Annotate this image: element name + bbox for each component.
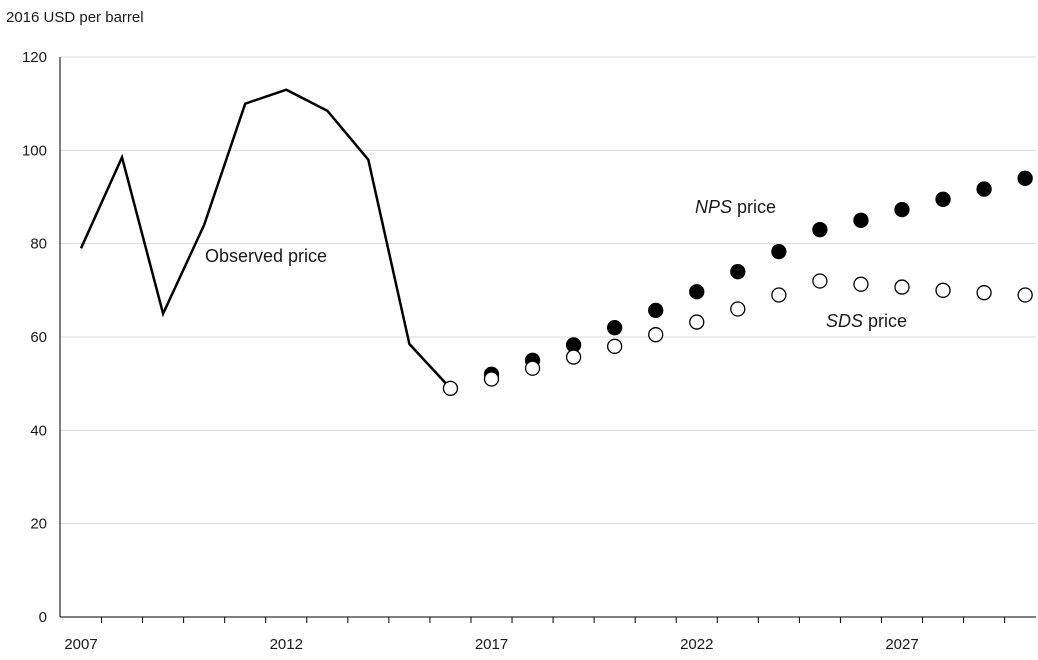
label-layer: Observed price NPS price SDS price bbox=[205, 197, 907, 331]
sds-price-point bbox=[894, 279, 910, 295]
sds-price-point bbox=[524, 360, 541, 376]
sds-price-point bbox=[976, 285, 992, 301]
nps-price-point bbox=[1017, 170, 1033, 186]
sds-price-label: SDS price bbox=[826, 311, 907, 331]
sds-price-point bbox=[565, 349, 582, 365]
observed-price-label: Observed price bbox=[205, 246, 327, 266]
sds-price-point bbox=[812, 273, 828, 289]
y-tick-label: 120 bbox=[22, 49, 47, 66]
y-tick-label: 20 bbox=[30, 516, 47, 533]
nps-price-point bbox=[648, 302, 664, 319]
nps-price-point bbox=[976, 181, 992, 197]
y-unit-label: 2016 USD per barrel bbox=[6, 9, 144, 26]
sds-price-point bbox=[730, 301, 746, 317]
axis-layer: 0 20 40 60 80 100 120 2007 2012 2017 2022 2027 bbox=[22, 49, 1036, 653]
nps-price-point bbox=[894, 201, 910, 218]
nps-price-point bbox=[771, 243, 787, 260]
x-tick-label: 2027 bbox=[885, 636, 918, 653]
nps-price-label: NPS price bbox=[695, 197, 776, 217]
sds-price-point bbox=[442, 380, 459, 396]
nps-price-point bbox=[853, 212, 869, 228]
nps-price-point bbox=[812, 222, 828, 238]
sds-price-point bbox=[648, 327, 664, 343]
sds-price-point bbox=[483, 371, 500, 387]
nps-price-point bbox=[730, 264, 746, 280]
series-layer bbox=[79, 88, 1033, 396]
y-tick-label: 60 bbox=[30, 329, 47, 346]
y-tick-label: 0 bbox=[39, 609, 47, 626]
sds-price-point bbox=[1017, 287, 1033, 303]
nps-price-point bbox=[689, 284, 705, 300]
sds-price-point bbox=[771, 287, 787, 303]
nps-price-point bbox=[607, 320, 623, 336]
observed-price-line bbox=[79, 88, 452, 390]
nps-price-point bbox=[935, 191, 951, 207]
x-tick-label: 2007 bbox=[64, 636, 97, 653]
sds-price-point bbox=[689, 314, 705, 330]
y-tick-label: 100 bbox=[22, 142, 47, 159]
y-tick-label: 80 bbox=[30, 236, 47, 253]
sds-price-point bbox=[935, 282, 951, 298]
x-tick-label: 2012 bbox=[270, 636, 303, 653]
grid-layer bbox=[60, 56, 1036, 525]
sds-price-point bbox=[853, 276, 869, 292]
x-tick-label: 2017 bbox=[475, 636, 508, 653]
x-tick-label: 2022 bbox=[680, 636, 713, 653]
y-tick-label: 40 bbox=[30, 422, 47, 439]
sds-price-point bbox=[607, 338, 623, 354]
